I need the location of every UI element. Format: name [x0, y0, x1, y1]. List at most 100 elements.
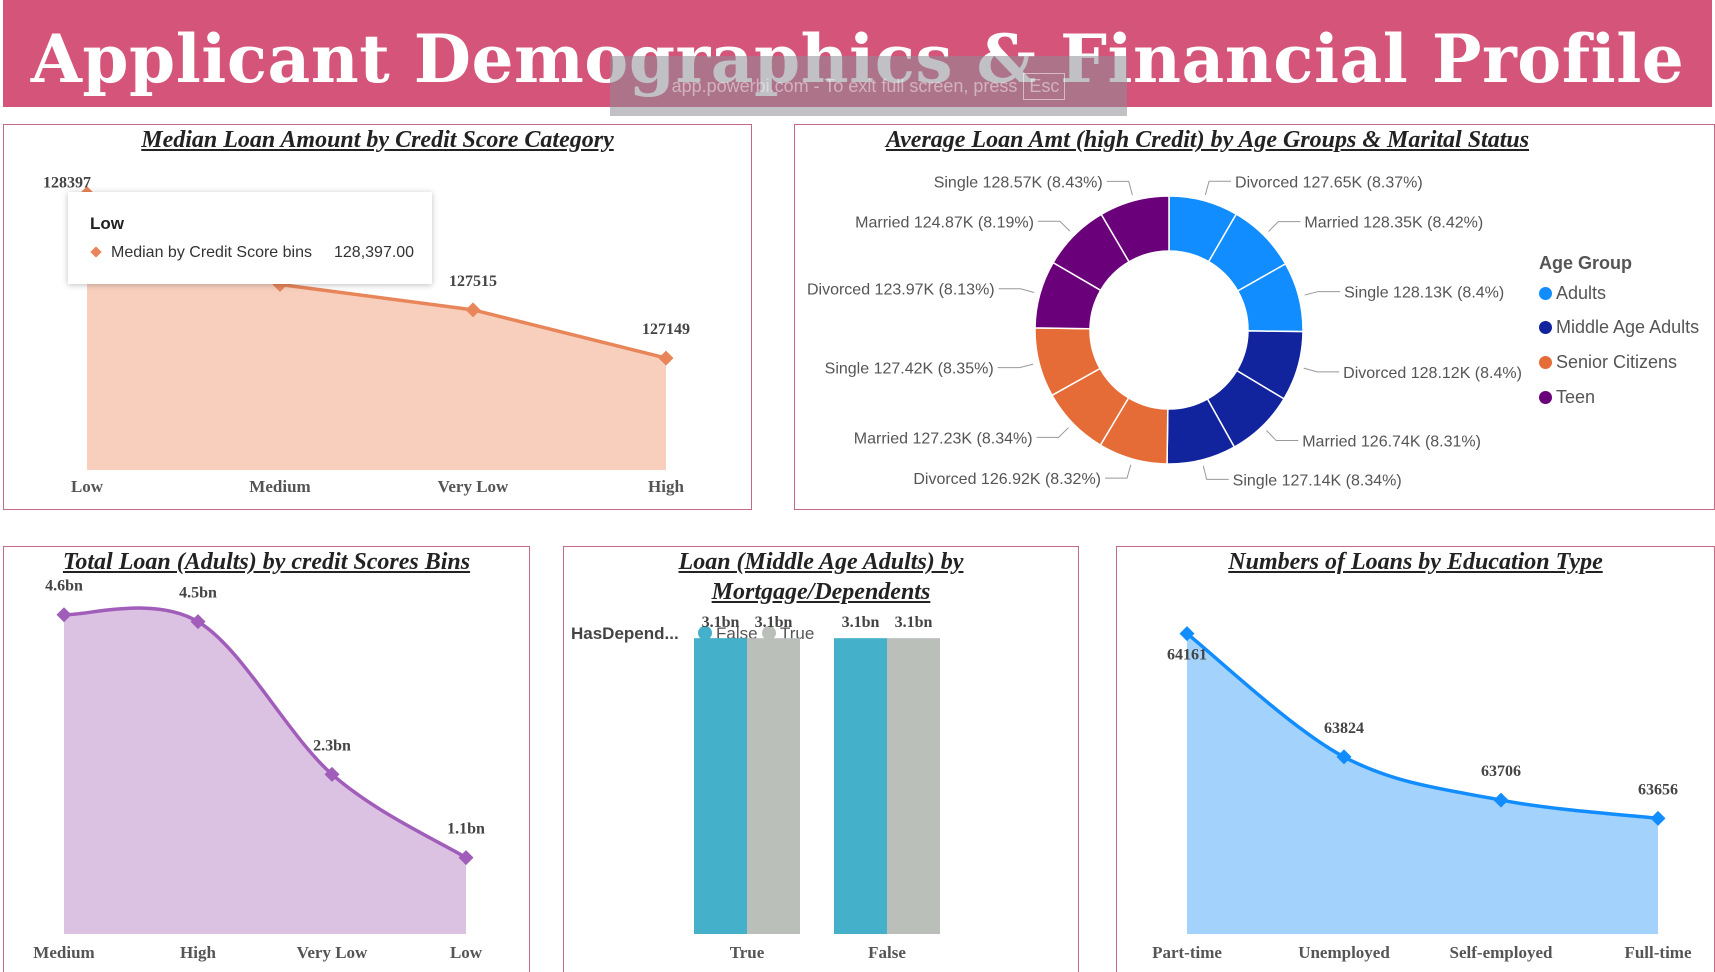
middle-age-title-line1: Loan (Middle Age Adults) by — [678, 549, 964, 575]
slice-label: Divorced 123.97K (8.13%) — [807, 282, 995, 299]
slice-label: Single 128.57K (8.43%) — [934, 174, 1103, 191]
legend-dot-middle-age-adults — [1539, 321, 1552, 334]
education-title: Numbers of Loans by Education Type — [1228, 549, 1603, 575]
data-point[interactable] — [1493, 792, 1509, 808]
x-tick-label: Very Low — [438, 477, 509, 496]
x-tick-label: Medium — [33, 943, 94, 962]
tooltip-series: Median by Credit Score bins — [111, 244, 312, 261]
fullscreen-notice: app.powerbi.com - To exit full screen, p… — [610, 56, 1127, 116]
data-label: 127515 — [449, 273, 497, 290]
x-tick-label: High — [180, 943, 216, 962]
data-label: 4.5bn — [179, 585, 217, 602]
slice-label: Single 127.14K (8.34%) — [1233, 472, 1402, 489]
data-point[interactable] — [658, 350, 674, 366]
leader-line — [1202, 465, 1229, 480]
total-loan-title: Total Loan (Adults) by credit Scores Bin… — [62, 549, 471, 575]
slice-label: Divorced 126.92K (8.32%) — [913, 471, 1101, 488]
x-tick-label: Medium — [249, 477, 310, 496]
leader-line — [1304, 291, 1341, 296]
x-tick-label: True — [730, 943, 765, 962]
slice-label: Married 128.35K (8.42%) — [1304, 215, 1483, 232]
x-tick-label: False — [868, 943, 906, 962]
data-label: 64161 — [1167, 647, 1207, 664]
leader-line — [1106, 180, 1133, 196]
bar-data-label: 3.1bn — [755, 614, 793, 631]
bar[interactable] — [694, 638, 747, 934]
slice-label: Divorced 127.65K (8.37%) — [1235, 174, 1423, 191]
area-fill — [64, 608, 466, 934]
slice-label: Married 126.74K (8.31%) — [1302, 434, 1481, 451]
x-tick-label: Self-employed — [1450, 943, 1553, 962]
leader-line — [1204, 180, 1232, 195]
legend-item-adults[interactable]: Adults — [1539, 283, 1606, 304]
leader-line — [998, 288, 1035, 293]
x-tick-label: Very Low — [297, 943, 368, 962]
donut-slice[interactable] — [1100, 195, 1170, 263]
legend-item-teen[interactable]: Teen — [1539, 387, 1595, 408]
donut-title: Average Loan Amt (high Credit) by Age Gr… — [885, 127, 1530, 153]
legend-dot-senior-citizens — [1539, 356, 1552, 369]
bar[interactable] — [747, 638, 800, 934]
data-point[interactable] — [1650, 810, 1666, 826]
legend-label: Middle Age Adults — [1556, 317, 1700, 337]
x-tick-label: Low — [450, 943, 483, 962]
bar[interactable] — [887, 638, 940, 934]
data-point[interactable] — [1336, 749, 1352, 765]
legend-dot[interactable] — [698, 626, 712, 640]
slice-label: Married 127.23K (8.34%) — [854, 430, 1033, 447]
chart-tooltip: Low Median by Credit Score bins 128,397.… — [68, 192, 432, 284]
esc-key: Esc — [1023, 72, 1066, 100]
median-loan-title: Median Loan Amount by Credit Score Categ… — [141, 127, 614, 153]
bar[interactable] — [834, 638, 887, 934]
education-chart: 64161 Part-time 63824 Unemployed 63706 Self-e… — [1152, 626, 1692, 962]
data-label: 63656 — [1638, 781, 1678, 798]
data-label: 128397 — [43, 175, 91, 192]
leader-line — [1303, 367, 1340, 373]
legend-title: HasDepend... — [571, 624, 679, 643]
data-label: 4.6bn — [45, 578, 83, 595]
x-tick-label: High — [648, 477, 684, 496]
total-loan-chart: 4.6bn Medium 4.5bn High 2.3bn Very Low 1.1bn Lo… — [33, 578, 485, 962]
data-label: 63824 — [1324, 720, 1364, 737]
diamond-icon — [90, 246, 102, 258]
legend-item-senior-citizens[interactable]: Senior Citizens — [1539, 352, 1677, 373]
data-point[interactable] — [324, 766, 340, 782]
legend-dot-adults — [1539, 287, 1552, 300]
leader-line — [1036, 427, 1069, 438]
bar-data-label: 3.1bn — [842, 614, 880, 631]
leader-line — [997, 363, 1034, 369]
data-point[interactable] — [458, 850, 474, 866]
donut-panel[interactable]: Average Loan Amt (high Credit) by Age Gr… — [794, 124, 1715, 510]
leader-line — [1268, 221, 1301, 232]
tooltip-title: Low — [90, 214, 124, 233]
x-tick-label: Unemployed — [1298, 943, 1390, 962]
legend-label: Teen — [1556, 387, 1596, 407]
x-tick-label: Low — [71, 477, 104, 496]
data-point[interactable] — [56, 607, 72, 623]
x-tick-label: Full-time — [1624, 943, 1691, 962]
leader-line — [1105, 464, 1132, 479]
legend-item-middle-age-adults[interactable]: Middle Age Adults — [1539, 317, 1699, 338]
data-point[interactable] — [465, 302, 481, 318]
data-point[interactable] — [190, 614, 206, 630]
slice-label: Divorced 128.12K (8.4%) — [1343, 365, 1522, 382]
middle-age-title-line2: Mortgage/Dependents — [711, 579, 931, 605]
legend-label: Adults — [1556, 283, 1607, 303]
bar-data-label: 3.1bn — [702, 614, 740, 631]
bar-data-label: 3.1bn — [895, 614, 933, 631]
area-fill — [1187, 633, 1658, 934]
leader-line — [1037, 220, 1071, 232]
fullscreen-notice-text: app.powerbi.com - To exit full screen, p… — [671, 75, 1018, 96]
series-line — [63, 606, 467, 860]
legend-label: Senior Citizens — [1556, 352, 1678, 372]
x-tick-label: Part-time — [1152, 943, 1222, 962]
legend-dot[interactable] — [762, 626, 776, 640]
age-group-legend-title: Age Group — [1539, 253, 1632, 273]
data-point[interactable] — [1179, 626, 1195, 642]
data-label: 1.1bn — [447, 821, 485, 838]
tooltip-value: 128,397.00 — [334, 244, 415, 261]
series-line — [1185, 632, 1659, 821]
middle-age-panel[interactable]: Loan (Middle Age Adults) by Mortgage/Dep… — [563, 546, 1079, 972]
